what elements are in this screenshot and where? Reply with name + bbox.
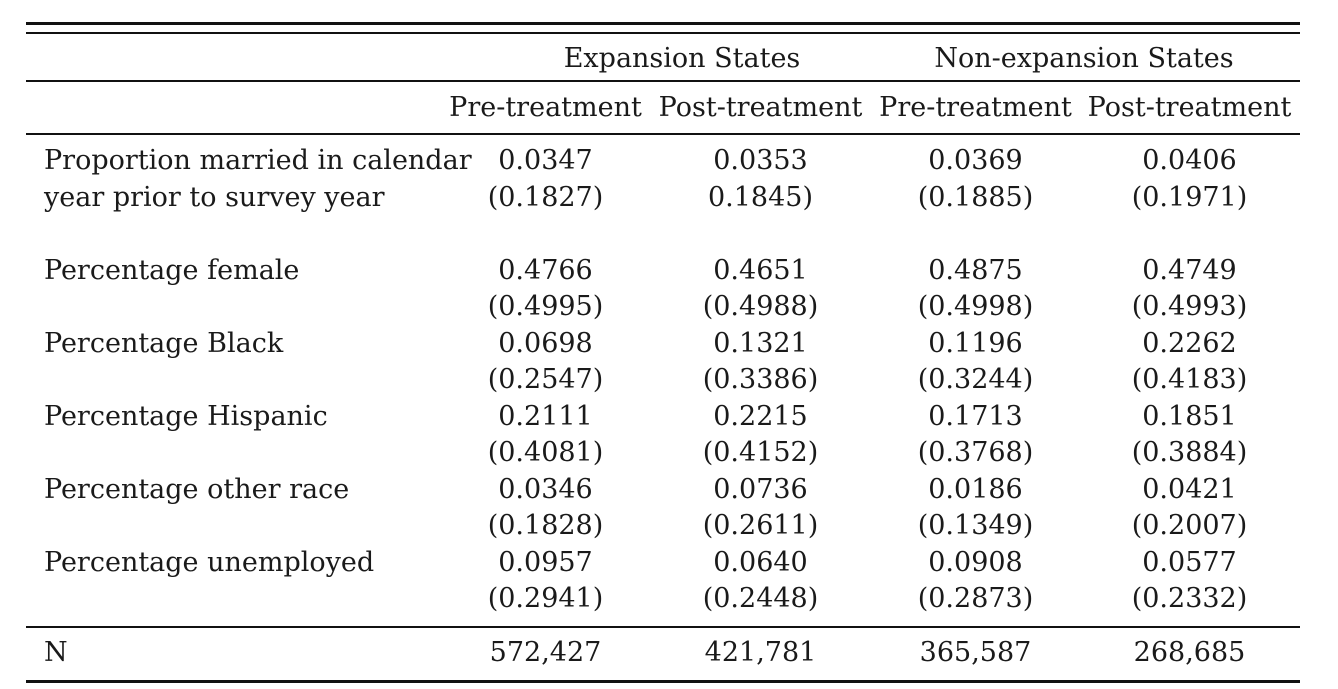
- sd-cell: (0.2332): [1131, 583, 1248, 614]
- mean-cell: 0.0698: [498, 328, 593, 359]
- mean-cell: 0.1851: [1142, 401, 1237, 432]
- sd-cell: (0.2547): [487, 364, 604, 395]
- mean-cell: 0.2262: [1142, 328, 1237, 359]
- group-rule: [26, 80, 1300, 82]
- sd-cell: (0.1349): [917, 510, 1034, 541]
- group-header-expansion: Expansion States: [563, 43, 801, 74]
- mean-cell: 0.4651: [713, 255, 808, 286]
- sd-cell: (0.1885): [917, 182, 1034, 213]
- col-header-nonexp-pre: Pre-treatment: [879, 92, 1072, 123]
- mean-cell: 0.2215: [713, 401, 808, 432]
- mean-cell: 0.0346: [498, 474, 593, 505]
- sd-cell: (0.4152): [702, 437, 819, 468]
- mean-cell: 0.2111: [498, 401, 593, 432]
- sd-cell: (0.1971): [1131, 182, 1248, 213]
- n-cell: 365,587: [919, 637, 1032, 668]
- mean-cell: 0.0421: [1142, 474, 1237, 505]
- mean-cell: 0.0369: [928, 145, 1023, 176]
- row-label: Percentage female: [44, 255, 300, 286]
- mean-cell: 0.0908: [928, 547, 1023, 578]
- n-cell: 421,781: [704, 637, 817, 668]
- n-cell: 268,685: [1133, 637, 1246, 668]
- column-header-rule: [26, 133, 1300, 135]
- sd-cell: (0.4183): [1131, 364, 1248, 395]
- sd-cell: (0.2448): [702, 583, 819, 614]
- sd-cell: (0.3884): [1131, 437, 1248, 468]
- mean-cell: 0.0353: [713, 145, 808, 176]
- sd-cell: (0.4081): [487, 437, 604, 468]
- sd-cell: (0.2873): [917, 583, 1034, 614]
- mean-cell: 0.0957: [498, 547, 593, 578]
- summary-statistics-table: Expansion States Non-expansion States Pr…: [26, 0, 1300, 689]
- sd-cell: (0.3386): [702, 364, 819, 395]
- n-cell: 572,427: [489, 637, 602, 668]
- n-rule: [26, 626, 1300, 628]
- row-label: Percentage other race: [44, 474, 350, 505]
- col-header-exp-pre: Pre-treatment: [449, 92, 642, 123]
- mean-cell: 0.0347: [498, 145, 593, 176]
- mean-cell: 0.1196: [928, 328, 1023, 359]
- mean-cell: 0.4875: [928, 255, 1023, 286]
- row-label-continued: year prior to survey year: [44, 182, 385, 213]
- sd-cell: (0.4998): [917, 291, 1034, 322]
- row-label: Proportion married in calendar: [44, 145, 472, 176]
- mean-cell: 0.1713: [928, 401, 1023, 432]
- sd-cell: (0.4995): [487, 291, 604, 322]
- sd-cell: (0.2007): [1131, 510, 1248, 541]
- sd-cell: (0.2941): [487, 583, 604, 614]
- col-header-exp-post: Post-treatment: [658, 92, 863, 123]
- sd-cell: 0.1845): [707, 182, 813, 213]
- mean-cell: 0.0577: [1142, 547, 1237, 578]
- group-header-non-expansion: Non-expansion States: [934, 43, 1234, 74]
- top-rule-second: [26, 32, 1300, 34]
- col-header-nonexp-post: Post-treatment: [1087, 92, 1292, 123]
- n-row-label: N: [44, 637, 68, 668]
- mean-cell: 0.0406: [1142, 145, 1237, 176]
- bottom-rule: [26, 680, 1300, 683]
- top-rule: [26, 22, 1300, 25]
- mean-cell: 0.0186: [928, 474, 1023, 505]
- sd-cell: (0.4988): [702, 291, 819, 322]
- row-label: Percentage unemployed: [44, 547, 375, 578]
- mean-cell: 0.1321: [713, 328, 808, 359]
- row-label: Percentage Black: [44, 328, 284, 359]
- mean-cell: 0.4766: [498, 255, 593, 286]
- mean-cell: 0.0736: [713, 474, 808, 505]
- mean-cell: 0.0640: [713, 547, 808, 578]
- sd-cell: (0.1827): [487, 182, 604, 213]
- row-label: Percentage Hispanic: [44, 401, 328, 432]
- sd-cell: (0.3244): [917, 364, 1034, 395]
- mean-cell: 0.4749: [1142, 255, 1237, 286]
- sd-cell: (0.3768): [917, 437, 1034, 468]
- sd-cell: (0.2611): [702, 510, 819, 541]
- sd-cell: (0.1828): [487, 510, 604, 541]
- sd-cell: (0.4993): [1131, 291, 1248, 322]
